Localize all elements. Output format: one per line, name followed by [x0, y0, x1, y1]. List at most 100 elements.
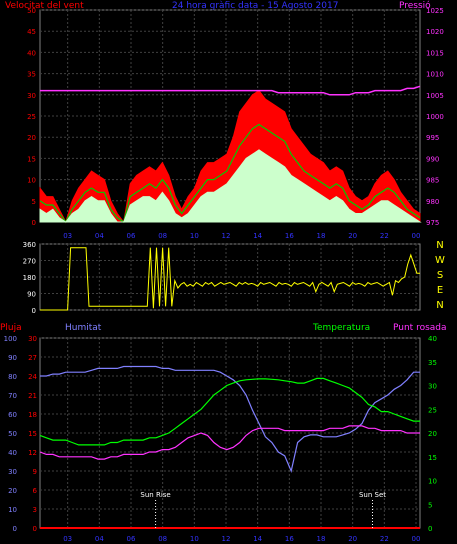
humidity-y-tick: 12	[28, 449, 37, 457]
humidity-y-tick: 3	[33, 506, 37, 514]
wind-x-tick: 06	[127, 232, 136, 240]
rain-y-tick: 40	[8, 449, 17, 457]
rain-y-tick: 60	[8, 411, 17, 419]
temperature-y-tick: 25	[428, 406, 437, 414]
climate-x-tick: 20	[348, 535, 357, 543]
rain-y-tick: 90	[8, 354, 17, 362]
wind-y-tick: 25	[27, 113, 36, 121]
humidity-y-tick: 27	[28, 354, 37, 362]
direction-y-tick: 0	[32, 307, 36, 315]
humidity-y-tick: 24	[28, 373, 37, 381]
humidity-y-tick: 0	[33, 525, 37, 533]
humidity-line	[40, 365, 420, 473]
wind-y-tick: 40	[27, 49, 36, 57]
wind-x-tick: 03	[63, 232, 72, 240]
climate-x-tick: 03	[63, 535, 72, 543]
pressure-y-tick: 1005	[426, 92, 444, 100]
temperature-y-tick: 35	[428, 359, 437, 367]
wind-x-tick: 18	[317, 232, 326, 240]
rain-y-tick: 100	[4, 335, 17, 343]
wind-speed-title: Velocitat del vent	[5, 1, 84, 11]
temperature-y-tick: 30	[428, 383, 437, 391]
wind-y-tick: 10	[27, 177, 36, 185]
climate-x-tick: 12	[222, 535, 231, 543]
wind-x-tick: 14	[253, 232, 262, 240]
pressure-y-tick: 975	[426, 219, 439, 227]
rain-title: Pluja	[0, 323, 22, 333]
wind-x-tick: 08	[158, 232, 167, 240]
temperature-line	[39, 377, 420, 446]
climate-x-tick: 04	[95, 535, 104, 543]
rain-y-tick: 30	[8, 468, 17, 476]
temperature-y-tick: 40	[428, 335, 437, 343]
climate-x-tick: 14	[253, 535, 262, 543]
pressure-y-tick: 985	[426, 177, 439, 185]
direction-y-tick: 180	[23, 274, 36, 282]
pressure-title: Pressió	[399, 1, 431, 11]
direction-letter-n: N	[436, 300, 443, 311]
wind-average-line	[39, 123, 421, 224]
rain-y-tick: 70	[8, 392, 17, 400]
dewpoint-title: Punt rosada	[393, 323, 447, 333]
rain-y-tick: 0	[13, 525, 17, 533]
pressure-y-tick: 995	[426, 134, 439, 142]
pressure-y-tick: 1010	[426, 71, 444, 79]
wind-y-tick: 35	[27, 71, 36, 79]
pressure-y-tick: 1025	[426, 7, 444, 15]
climate-x-tick: 18	[317, 535, 326, 543]
climate-x-tick: 10	[190, 535, 199, 543]
wind-direction-line	[40, 247, 420, 311]
wind-y-tick: 30	[27, 92, 36, 100]
pressure-line	[40, 85, 421, 96]
humidity-y-tick: 9	[33, 468, 37, 476]
temperature-title: Temperatura	[313, 323, 371, 333]
temperature-y-tick: 0	[428, 525, 432, 533]
pressure-y-tick: 990	[426, 155, 439, 163]
chart-date-title: 24 hora gràfic data - 15 Agosto 2017	[172, 1, 339, 11]
climate-x-tick: 00	[412, 535, 421, 543]
wind-y-tick: 0	[32, 219, 36, 227]
temperature-y-tick: 10	[428, 478, 437, 486]
rain-y-tick: 80	[8, 373, 17, 381]
pressure-y-tick: 1000	[426, 113, 444, 121]
wind-speed-area	[39, 149, 422, 223]
climate-x-tick: 08	[158, 535, 167, 543]
direction-letter-w: W	[435, 255, 445, 266]
wind-x-tick: 00	[412, 232, 421, 240]
humidity-y-tick: 30	[28, 335, 37, 343]
wind-y-tick: 15	[27, 155, 36, 163]
climate-x-tick: 06	[127, 535, 136, 543]
wind-y-tick: 50	[27, 7, 36, 15]
wind-gust-area	[39, 89, 421, 224]
wind-x-tick: 20	[348, 232, 357, 240]
pressure-y-tick: 1020	[426, 28, 444, 36]
rain-y-tick: 20	[8, 487, 17, 495]
direction-y-tick: 270	[23, 258, 36, 266]
temperature-y-tick: 5	[428, 501, 432, 509]
temperature-y-tick: 15	[428, 454, 437, 462]
rain-y-tick: 50	[8, 430, 17, 438]
wind-x-tick: 12	[222, 232, 231, 240]
sunrise-label: Sun Rise	[140, 491, 170, 499]
rain-y-tick: 10	[8, 506, 17, 514]
wind-y-tick: 45	[27, 28, 36, 36]
direction-letter-e: E	[437, 285, 443, 296]
humidity-y-tick: 6	[33, 487, 38, 495]
wind-x-tick: 10	[190, 232, 199, 240]
wind-x-tick: 16	[285, 232, 294, 240]
wind-y-tick: 20	[27, 134, 36, 142]
humidity-y-tick: 15	[28, 430, 37, 438]
wind-x-tick: 22	[380, 232, 389, 240]
pressure-y-tick: 980	[426, 198, 439, 206]
direction-y-tick: 90	[27, 291, 36, 299]
humidity-y-tick: 21	[28, 392, 37, 400]
direction-letter-n: N	[436, 240, 443, 251]
climate-x-tick: 16	[285, 535, 294, 543]
sunset-label: Sun Set	[359, 491, 386, 499]
humidity-y-tick: 18	[28, 411, 37, 419]
direction-letter-s: S	[437, 270, 443, 281]
pressure-y-tick: 1015	[426, 49, 444, 57]
wind-x-tick: 04	[95, 232, 104, 240]
